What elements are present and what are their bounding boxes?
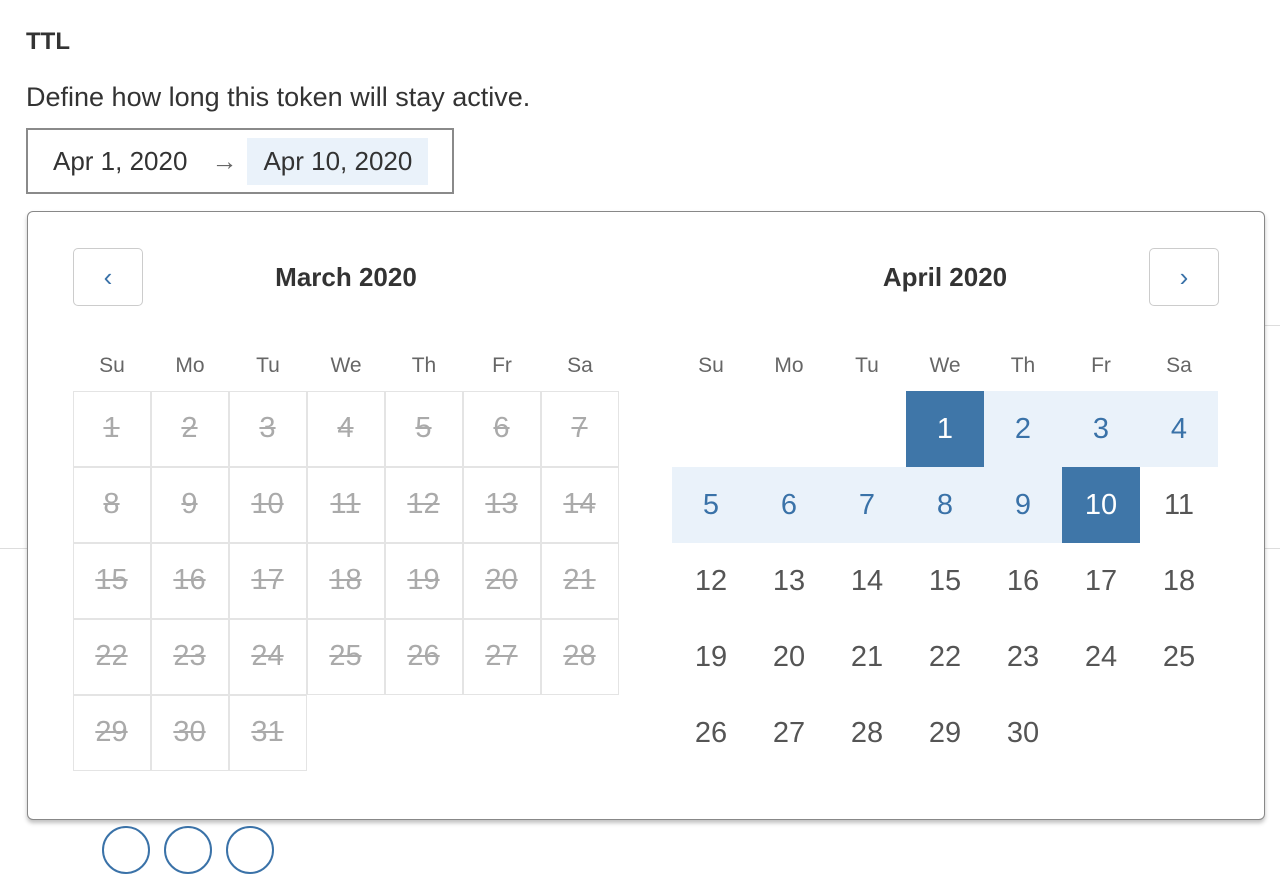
background-divider [0, 548, 27, 549]
day-cell: 24 [228, 618, 307, 695]
chevron-right-icon: › [1179, 261, 1189, 292]
month-title-march: March 2020 [275, 262, 417, 292]
day-cell[interactable]: 4 [1140, 391, 1218, 467]
day-cell[interactable]: 22 [928, 640, 962, 673]
section-description: Define how long this token will stay act… [26, 82, 531, 112]
weekday-label: Fr [492, 354, 512, 377]
day-cell: 12 [384, 466, 463, 543]
day-cell: 22 [72, 618, 151, 695]
day-cell: 14 [540, 466, 619, 543]
background-divider [1265, 548, 1280, 549]
section-title: TTL [26, 28, 70, 55]
day-cell[interactable]: 6 [750, 467, 828, 543]
weekday-label: Mo [774, 354, 804, 377]
day-cell[interactable]: 16 [1006, 564, 1040, 597]
day-cell[interactable]: 11 [1163, 488, 1195, 521]
weekday-label: Tu [256, 354, 280, 377]
end-date[interactable]: Apr 10, 2020 [247, 137, 429, 185]
day-cell[interactable]: 8 [906, 467, 984, 543]
day-cell: 25 [306, 618, 385, 695]
day-cell: 10 [228, 466, 307, 543]
day-cell: 16 [150, 542, 229, 619]
weekday-label: Th [1010, 354, 1036, 377]
background-circle-icon [102, 826, 150, 874]
day-cell[interactable]: 30 [1006, 716, 1040, 749]
day-cell: 9 [150, 466, 229, 543]
day-cell[interactable]: 23 [1006, 640, 1040, 673]
day-cell: 31 [228, 694, 307, 771]
day-cell[interactable]: 26 [694, 716, 728, 749]
background-circle-icon [164, 826, 212, 874]
day-cell: 8 [72, 466, 151, 543]
day-cell: 17 [228, 542, 307, 619]
day-cell[interactable]: 5 [672, 467, 750, 543]
day-cell: 6 [462, 390, 541, 467]
day-cell: 27 [462, 618, 541, 695]
day-cell[interactable]: 29 [928, 716, 962, 749]
day-cell[interactable]: 13 [772, 564, 806, 597]
day-cell: 11 [306, 466, 385, 543]
date-range-input[interactable]: Apr 1, 2020 → Apr 10, 2020 [26, 128, 454, 194]
day-cell: 18 [306, 542, 385, 619]
day-cell: 21 [540, 542, 619, 619]
chevron-left-icon: ‹ [103, 261, 113, 292]
day-cell[interactable]: 25 [1162, 640, 1196, 673]
day-cell[interactable]: 1 [906, 391, 984, 467]
day-cell[interactable]: 15 [928, 564, 962, 597]
day-cell: 28 [540, 618, 619, 695]
arrow-right-icon: → [211, 145, 238, 176]
day-cell[interactable]: 24 [1084, 640, 1118, 673]
day-cell[interactable]: 9 [984, 467, 1062, 543]
day-cell[interactable]: 3 [1062, 391, 1140, 467]
day-cell[interactable]: 28 [850, 716, 884, 749]
day-cell[interactable]: 14 [850, 564, 884, 597]
day-cell[interactable]: 10 [1062, 467, 1140, 543]
prev-month-button[interactable]: ‹ [73, 248, 143, 306]
day-cell: 26 [384, 618, 463, 695]
start-date[interactable]: Apr 1, 2020 [53, 145, 188, 176]
day-cell: 23 [150, 618, 229, 695]
background-divider [1265, 325, 1280, 326]
weekday-label: We [929, 354, 961, 377]
day-cell[interactable]: 2 [984, 391, 1062, 467]
day-cell: 1 [72, 390, 151, 467]
day-cell: 3 [228, 390, 307, 467]
day-cell: 20 [462, 542, 541, 619]
date-picker-popup: ‹ › March 2020 April 2020 Su Mo Tu We Th Fr Sa… [27, 211, 1265, 820]
day-cell[interactable]: 19 [694, 640, 728, 673]
day-cell: 29 [72, 694, 151, 771]
weekday-label: We [330, 354, 362, 377]
day-cell: 7 [540, 390, 619, 467]
next-month-button[interactable]: › [1149, 248, 1219, 306]
weekday-label: Fr [1091, 354, 1111, 377]
weekday-label: Su [698, 354, 724, 377]
day-cell: 2 [150, 390, 229, 467]
background-circle-icon [226, 826, 274, 874]
day-cell: 4 [306, 390, 385, 467]
day-cell[interactable]: 20 [772, 640, 806, 673]
day-cell: 13 [462, 466, 541, 543]
day-cell[interactable]: 18 [1162, 564, 1196, 597]
weekday-label: Mo [175, 354, 205, 377]
day-cell: 30 [150, 694, 229, 771]
weekday-label: Sa [1166, 354, 1192, 377]
day-cell: 5 [384, 390, 463, 467]
weekday-label: Su [99, 354, 125, 377]
weekday-label: Sa [567, 354, 593, 377]
day-cell[interactable]: 21 [850, 640, 884, 673]
weekday-label: Tu [855, 354, 879, 377]
day-cell[interactable]: 7 [828, 467, 906, 543]
day-cell[interactable]: 17 [1084, 564, 1118, 597]
weekday-label: Th [411, 354, 437, 377]
month-title-april: April 2020 [882, 262, 1008, 292]
day-cell[interactable]: 12 [694, 564, 728, 597]
day-cell: 15 [72, 542, 151, 619]
day-cell[interactable]: 27 [772, 716, 806, 749]
day-cell: 19 [384, 542, 463, 619]
